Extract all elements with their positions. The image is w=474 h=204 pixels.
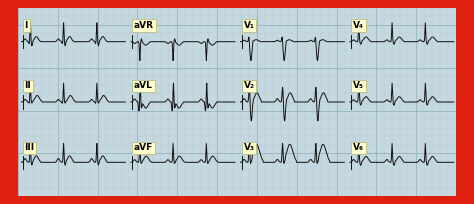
- Text: V₆: V₆: [353, 143, 364, 152]
- Text: III: III: [25, 143, 35, 152]
- Text: I: I: [25, 21, 28, 30]
- Text: V₄: V₄: [353, 21, 364, 30]
- Text: aVL: aVL: [134, 81, 153, 90]
- Text: V₅: V₅: [353, 81, 364, 90]
- Text: aVR: aVR: [134, 21, 154, 30]
- Text: II: II: [25, 81, 31, 90]
- Text: V₂: V₂: [244, 81, 255, 90]
- Text: aVF: aVF: [134, 143, 153, 152]
- Text: V₃: V₃: [244, 143, 255, 152]
- Text: V₁: V₁: [244, 21, 255, 30]
